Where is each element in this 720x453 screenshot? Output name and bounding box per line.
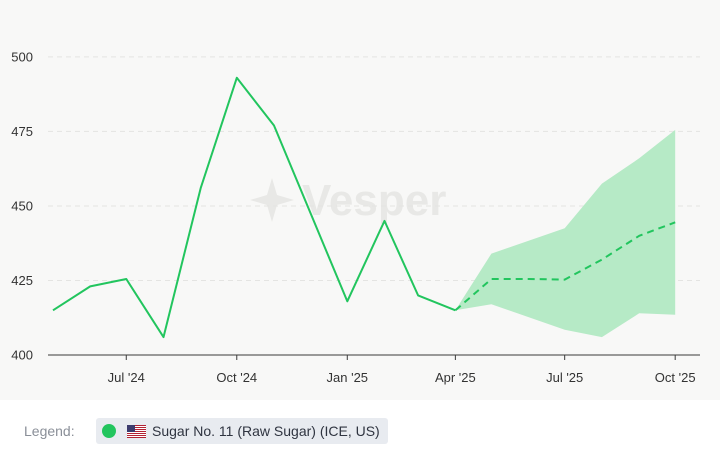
- watermark: Vesper: [250, 176, 446, 225]
- chart-area: Vesper 400 425 450 475 500 Jul '24 Oct '24 Jan …: [11, 49, 700, 385]
- forecast-line: [454, 221, 676, 312]
- vesper-logo-icon: [250, 178, 294, 222]
- us-flag-icon: [127, 424, 146, 438]
- price-line: [52, 76, 456, 339]
- series-color-dot: [102, 424, 116, 438]
- y-tick-label: 500: [11, 49, 33, 64]
- forecast-band: [455, 129, 676, 338]
- x-tick-label: Jul '24: [108, 370, 145, 385]
- x-tick-label: Apr '25: [435, 370, 476, 385]
- x-tick-label: Jul '25: [546, 370, 583, 385]
- legend-row: Legend: Sugar No. 11 (Raw Sugar) (ICE, U…: [0, 400, 720, 453]
- legend-item-label: Sugar No. 11 (Raw Sugar) (ICE, US): [152, 423, 380, 439]
- x-tick-label: Oct '25: [655, 370, 696, 385]
- y-tick-label: 400: [11, 348, 33, 363]
- watermark-text: Vesper: [302, 176, 446, 225]
- legend-item-sugar[interactable]: Sugar No. 11 (Raw Sugar) (ICE, US): [96, 418, 388, 444]
- legend-label: Legend:: [24, 423, 75, 439]
- x-tick-label: Oct '24: [216, 370, 257, 385]
- y-tick-label: 450: [11, 198, 33, 213]
- x-tick-label: Jan '25: [327, 370, 369, 385]
- y-tick-label: 425: [11, 273, 33, 288]
- axes: 400 425 450 475 500 Jul '24 Oct '24 Jan '25 Apr …: [11, 49, 700, 385]
- y-tick-label: 475: [11, 124, 33, 139]
- price-chart: Vesper 400 425 450 475 500 Jul '24 Oct '24 Jan …: [11, 49, 700, 385]
- series-lines: [52, 76, 676, 339]
- forecast-band-area: [455, 129, 676, 338]
